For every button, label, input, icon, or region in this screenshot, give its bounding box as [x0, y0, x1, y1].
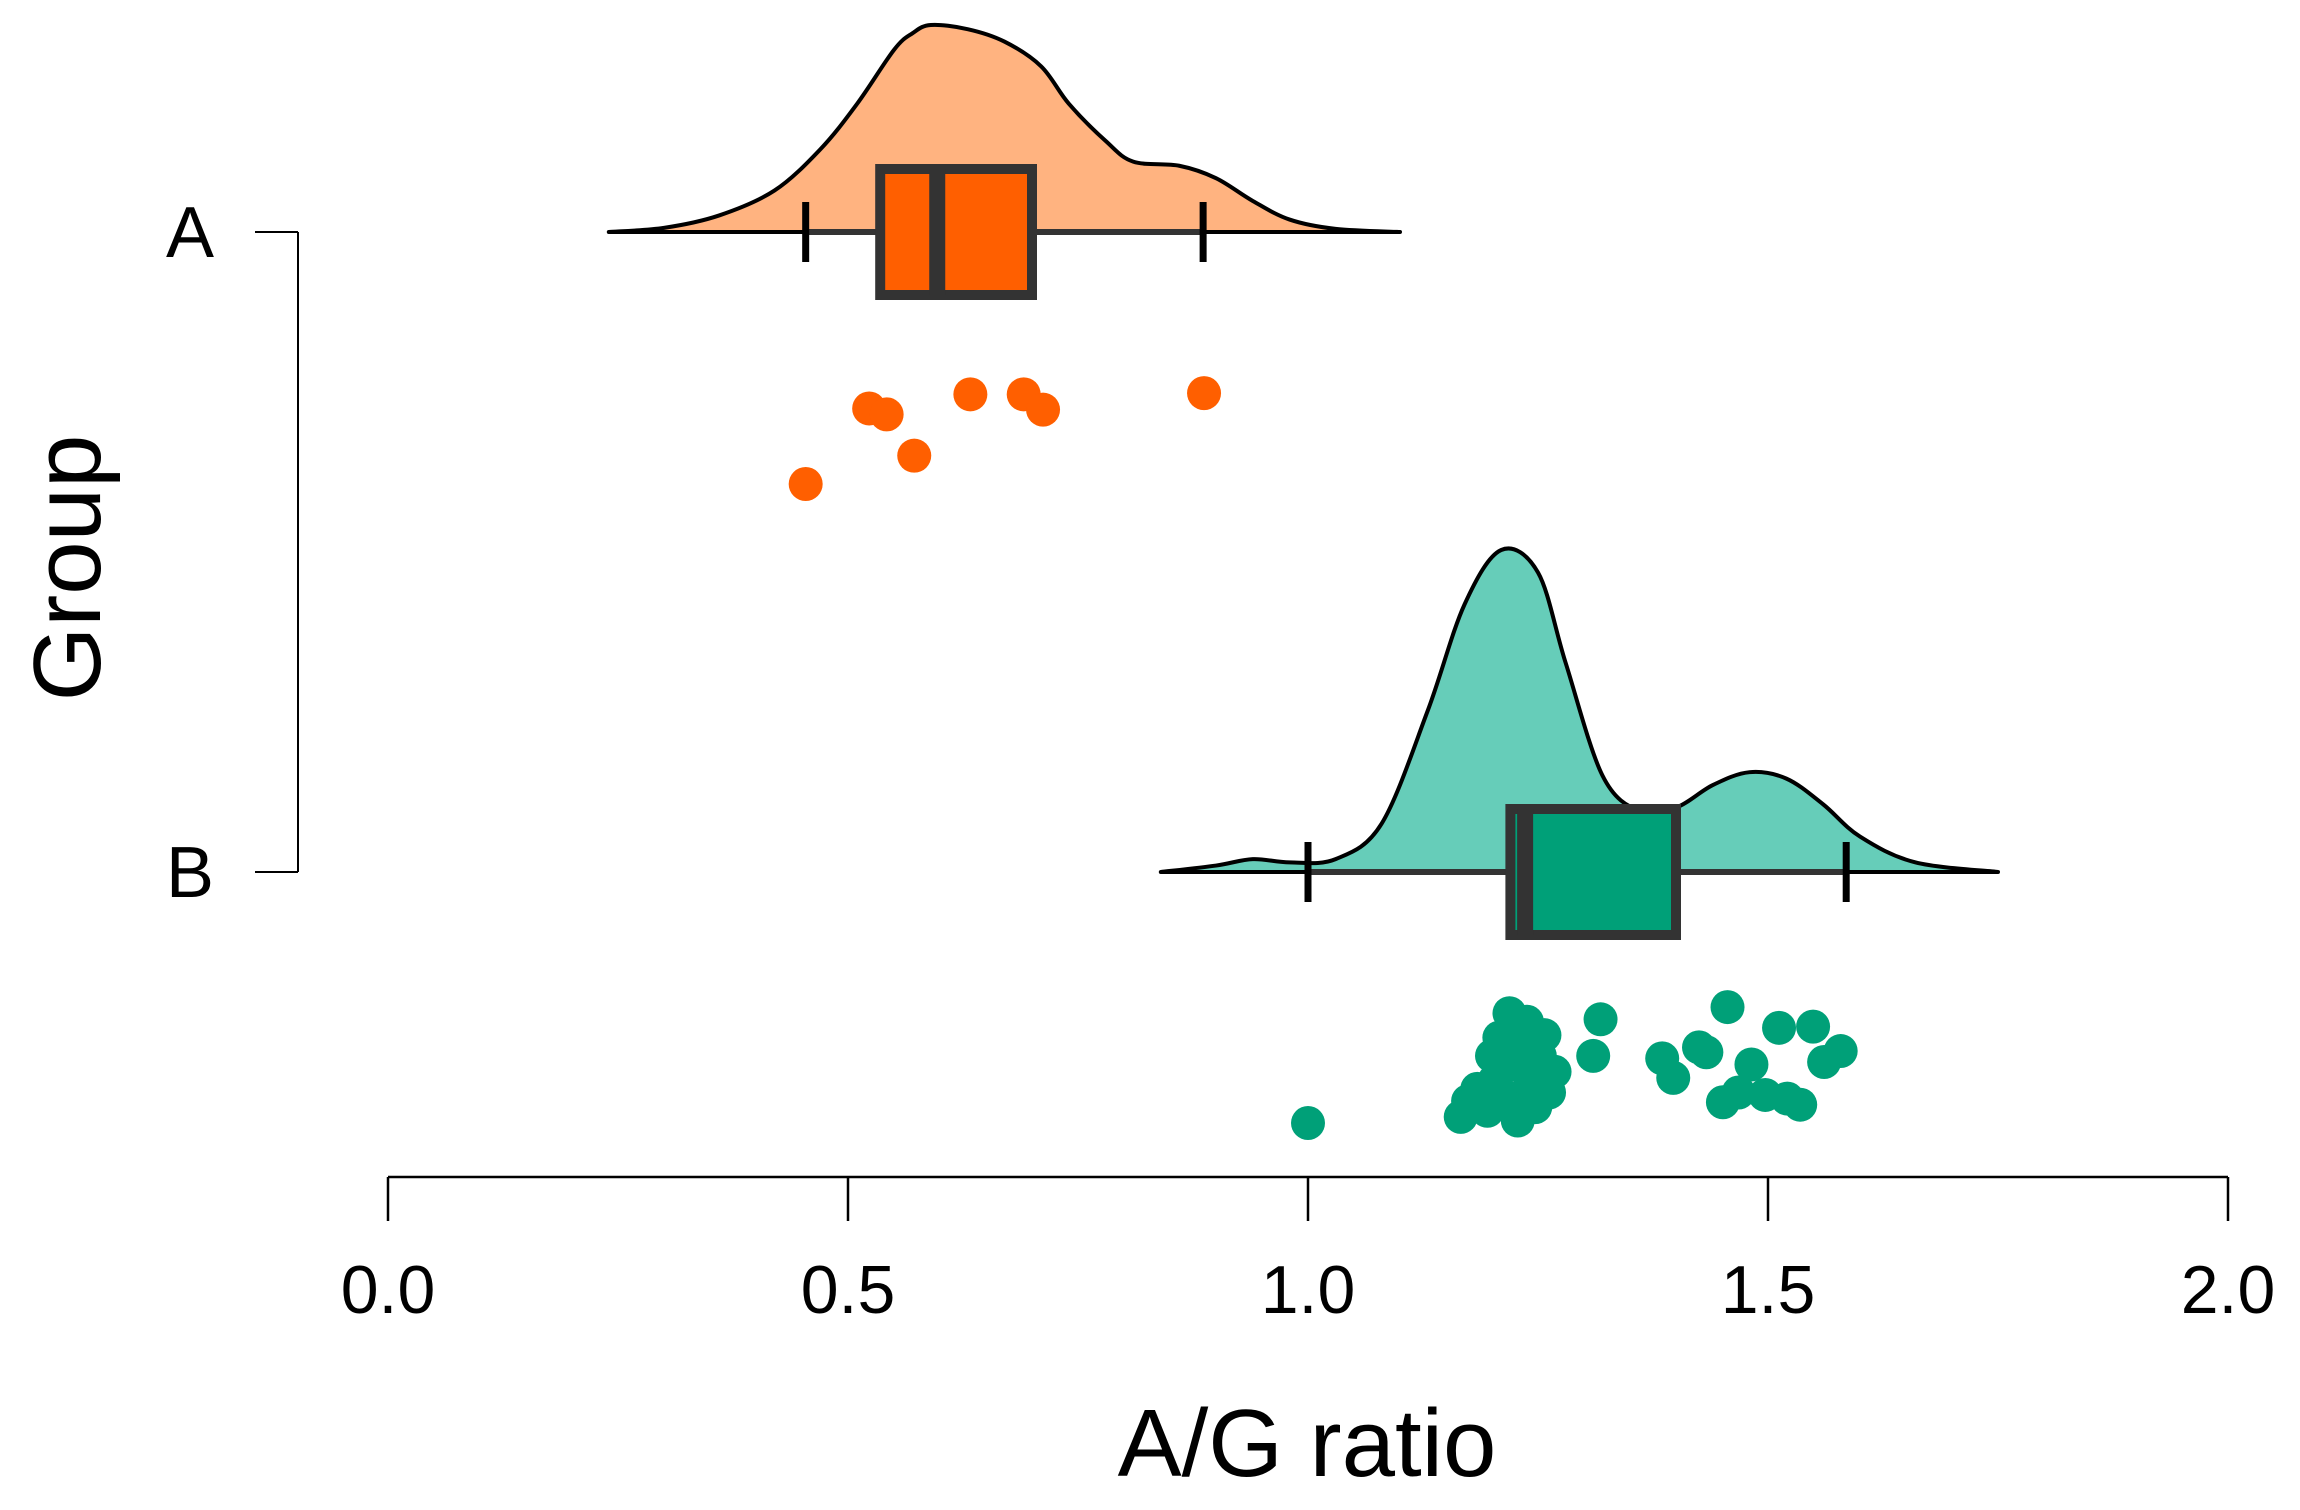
- data-point-b: [1734, 1047, 1769, 1082]
- density-clouds: [606, 22, 2000, 874]
- data-point-b: [1583, 1002, 1618, 1037]
- x-axis-title: A/G ratio: [1118, 1390, 1497, 1497]
- data-point-b: [1762, 1010, 1797, 1045]
- y-axis-title: Group: [14, 435, 121, 702]
- data-point-b: [1537, 1054, 1572, 1089]
- data-point-b: [1823, 1034, 1858, 1069]
- data-point-b: [1689, 1035, 1724, 1070]
- data-point-a: [1187, 376, 1222, 411]
- group-label-a: A: [166, 193, 214, 273]
- data-point-b: [1656, 1060, 1691, 1095]
- x-tick-label: 1.5: [1721, 1252, 1816, 1328]
- data-point-b: [1710, 990, 1745, 1025]
- data-point-a: [788, 467, 823, 501]
- data-point-b: [1576, 1038, 1611, 1073]
- x-tick-label: 2.0: [2181, 1252, 2276, 1328]
- y-axis: AB: [166, 193, 299, 913]
- data-point-b: [1527, 1018, 1562, 1053]
- data-point-a: [869, 397, 904, 432]
- x-tick-label: 0.0: [341, 1252, 436, 1328]
- data-point-b: [1783, 1087, 1818, 1122]
- data-point-a: [1026, 392, 1061, 427]
- density-cloud-a: [606, 22, 1402, 234]
- data-point-a: [953, 377, 988, 412]
- data-points: [788, 376, 1858, 1140]
- box-iqr-a: [875, 164, 1038, 300]
- data-point-b: [1721, 1075, 1756, 1110]
- x-axis: 0.0 0.5 1.0 1.5 2.0: [341, 1175, 2276, 1328]
- data-point-b: [1291, 1106, 1325, 1140]
- data-point-a: [897, 438, 932, 473]
- x-tick-label: 1.0: [1261, 1252, 1356, 1328]
- box-iqr-b: [1505, 804, 1682, 940]
- data-point-b: [1796, 1009, 1831, 1044]
- boxplots: [802, 164, 1850, 940]
- group-label-b: B: [166, 833, 214, 913]
- x-tick-label: 0.5: [801, 1252, 896, 1328]
- density-cloud-b: [1158, 546, 2000, 874]
